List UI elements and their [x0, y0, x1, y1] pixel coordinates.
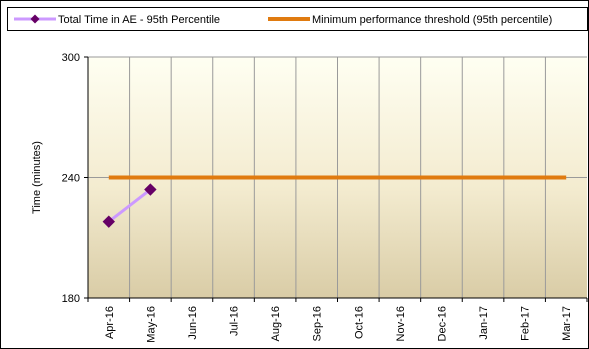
y-axis-label: Time (minutes) [31, 141, 43, 214]
x-tick-label: Jun-16 [187, 306, 199, 340]
x-tick-label: Jan-17 [478, 306, 490, 340]
legend-label-95th-percentile: Total Time in AE - 95th Percentile [58, 14, 220, 26]
x-tick-label: Mar-17 [561, 306, 573, 341]
x-tick-label: Feb-17 [520, 306, 532, 341]
y-tick-label: 180 [62, 293, 80, 305]
legend-label-threshold: Minimum performance threshold (95th perc… [312, 14, 552, 26]
y-tick-label: 240 [62, 173, 80, 185]
x-tick-label: Oct-16 [353, 306, 365, 339]
x-tick-label: Sep-16 [312, 306, 324, 341]
series-95th-percentile-line [107, 188, 152, 223]
legend-marker [30, 14, 40, 24]
y-tick-label: 300 [62, 52, 80, 64]
data-point-marker [144, 183, 157, 196]
x-tick-label: Jul-16 [229, 306, 241, 336]
x-tick-label: May-16 [145, 306, 157, 343]
x-axis-ticks: Apr-16 May-16 Jun-16 Jul-16 Aug-16 Sep-16 Oct-… [87, 298, 588, 343]
legend: Total Time in AE - 95th Percentile Minimu… [7, 7, 588, 31]
data-point-marker [102, 215, 115, 228]
x-tick-label: Dec-16 [436, 306, 448, 341]
x-tick-label: Nov-16 [395, 306, 407, 341]
x-tick-label: Apr-16 [104, 306, 116, 339]
series-layer [102, 175, 567, 228]
y-axis-ticks: 180 240 300 [62, 52, 88, 305]
x-tick-label: Aug-16 [270, 306, 282, 341]
